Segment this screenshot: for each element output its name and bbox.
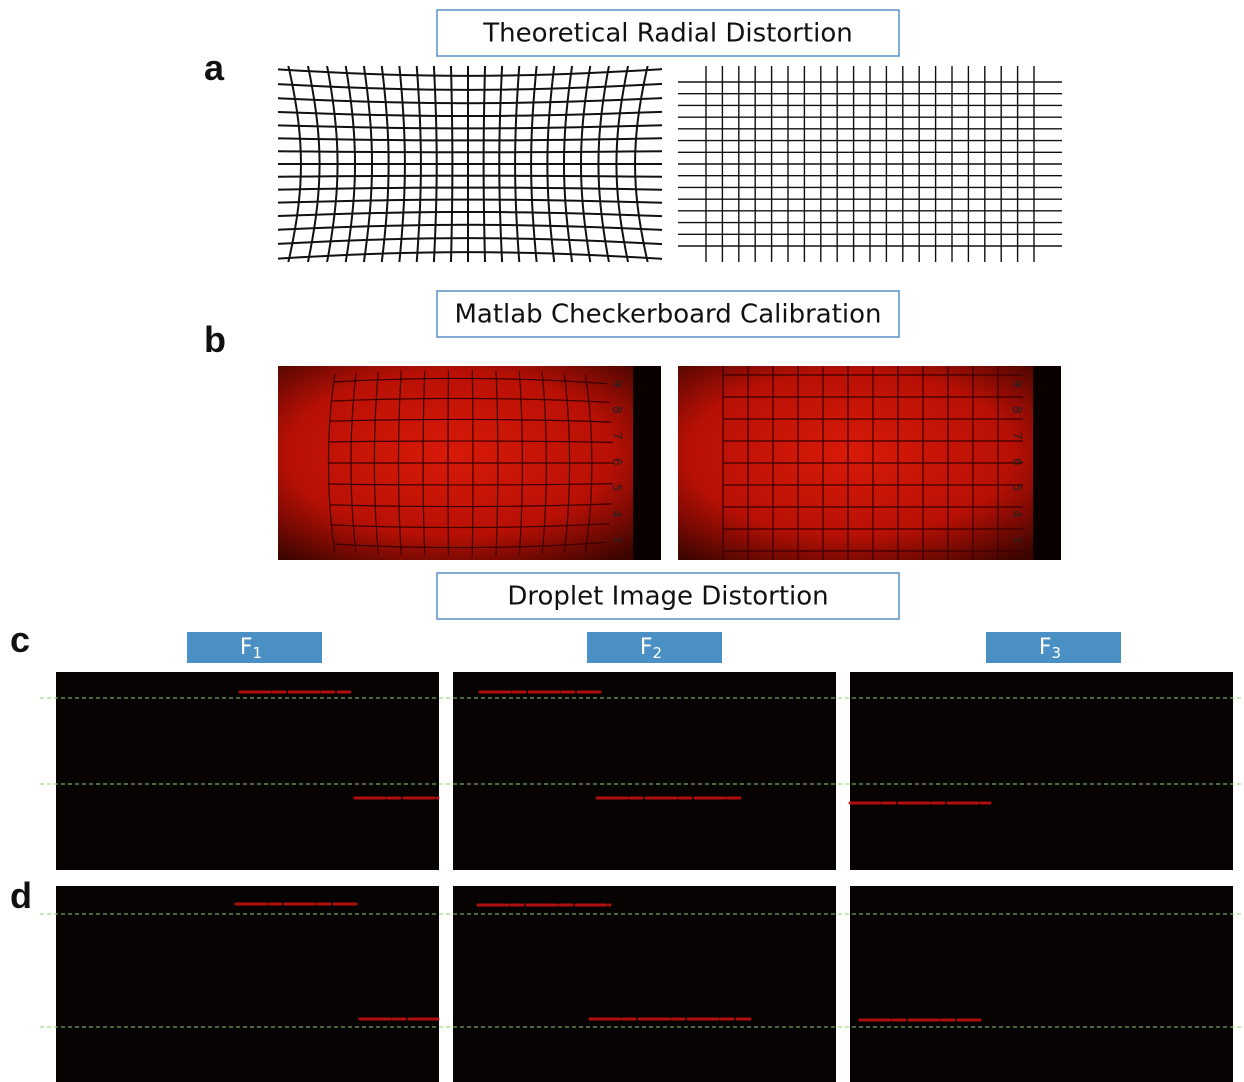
frame-subscript: 3	[1052, 644, 1062, 662]
ruler-number: 8	[610, 406, 624, 414]
grid-line	[331, 397, 610, 404]
ruler-number: 7	[1010, 432, 1024, 440]
grid-line	[278, 150, 662, 154]
grid-line	[278, 174, 662, 178]
ruler-number: 9	[1010, 380, 1024, 388]
ruler-number: 3	[610, 536, 624, 544]
droplet-image	[56, 672, 439, 870]
frame-letter: F	[1039, 635, 1052, 660]
grid-a-left	[278, 66, 662, 262]
panel-title: Theoretical Radial Distortion	[482, 19, 852, 49]
photo-edge	[633, 366, 661, 560]
frame-letter: F	[240, 635, 253, 660]
grid-line	[278, 198, 662, 204]
ruler-number: 6	[1010, 458, 1024, 466]
grid-line	[329, 503, 612, 508]
photo-grid	[722, 366, 1023, 560]
ruler-number: 5	[610, 484, 624, 492]
grid-line	[278, 68, 662, 77]
frame-tag	[986, 632, 1121, 663]
title-box	[436, 572, 900, 620]
grid-line	[278, 124, 662, 130]
droplet-image	[453, 886, 836, 1082]
droplet-image	[453, 672, 836, 870]
droplet-image	[56, 886, 439, 1082]
frame-label: F1	[240, 635, 262, 662]
droplet-image	[850, 672, 1233, 870]
grid-line	[328, 440, 613, 443]
grid-line	[331, 522, 610, 529]
panel-label: c	[10, 619, 30, 660]
grid-line	[333, 541, 607, 549]
grid-line	[278, 82, 662, 91]
frame-letter: F	[640, 635, 653, 660]
grid-line	[328, 483, 613, 486]
photo-grid	[327, 370, 614, 556]
frame-tag	[187, 632, 322, 663]
grid-line	[278, 137, 662, 142]
grid-line	[278, 223, 662, 231]
ruler-number: 9	[610, 380, 624, 388]
panel-label: b	[204, 319, 226, 360]
panel-title: Matlab Checkerboard Calibration	[454, 300, 881, 330]
ruler-number: 4	[610, 510, 624, 518]
ruler-number: 7	[610, 432, 624, 440]
droplet-image	[850, 886, 1233, 1082]
grid-line	[278, 237, 662, 246]
frame-label: F3	[1039, 635, 1061, 662]
ruler-number: 6	[610, 458, 624, 466]
panel-label: d	[10, 875, 32, 916]
frame-subscript: 1	[253, 644, 263, 662]
grid-line	[278, 211, 662, 218]
grid-line	[278, 110, 662, 117]
frame-subscript: 2	[653, 644, 663, 662]
ruler-number: 3	[1010, 536, 1024, 544]
grid-line	[278, 251, 662, 260]
panel-title: Droplet Image Distortion	[507, 582, 828, 612]
grid-line	[278, 186, 662, 191]
title-box	[436, 290, 900, 338]
title-box	[436, 9, 900, 57]
photo-edge	[1033, 366, 1061, 560]
panel-label: a	[204, 47, 225, 88]
frame-label: F2	[640, 635, 662, 662]
ruler-number: 4	[1010, 510, 1024, 518]
grid-line	[278, 97, 662, 105]
grid-line	[329, 418, 612, 423]
grid-a-right	[678, 66, 1062, 262]
frame-tag	[587, 632, 722, 663]
ruler-number: 5	[1010, 484, 1024, 492]
grid-line	[333, 377, 607, 385]
ruler-number: 8	[1010, 406, 1024, 414]
